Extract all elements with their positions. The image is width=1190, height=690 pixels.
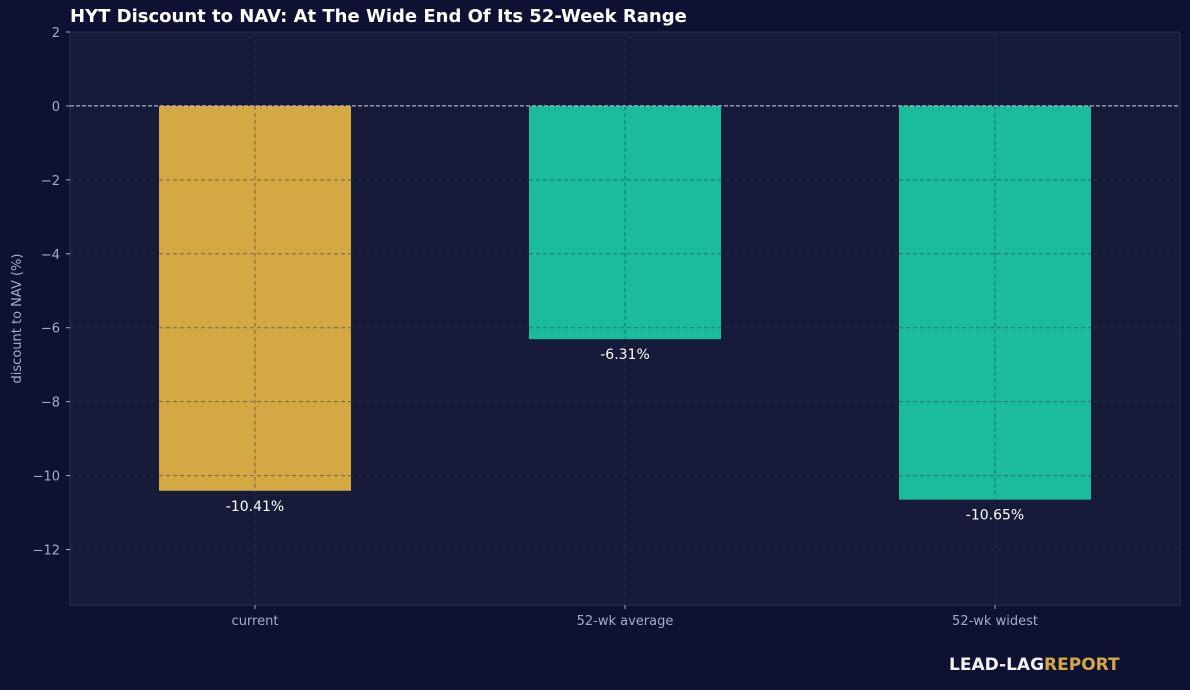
y-tick-label: −12 bbox=[33, 544, 60, 559]
brand-watermark: LEAD-LAGREPORT bbox=[949, 655, 1120, 675]
chart-title: HYT Discount to NAV: At The Wide End Of … bbox=[70, 6, 687, 27]
watermark-report: REPORT bbox=[1044, 655, 1120, 675]
y-tick-label: −4 bbox=[41, 248, 60, 263]
data-label: -6.31% bbox=[600, 347, 650, 363]
y-tick-label: −10 bbox=[33, 470, 60, 485]
x-tick-label: current bbox=[232, 614, 279, 629]
y-tick-label: 2 bbox=[52, 26, 60, 41]
watermark-lead-lag: LEAD-LAG bbox=[949, 655, 1045, 675]
y-tick-label: −6 bbox=[41, 322, 60, 337]
y-tick-label: −2 bbox=[41, 174, 60, 189]
data-label: -10.65% bbox=[966, 508, 1024, 524]
y-tick-label: −8 bbox=[41, 396, 60, 411]
x-tick-label: 52-wk widest bbox=[952, 614, 1038, 629]
y-axis-label: discount to NAV (%) bbox=[10, 254, 25, 384]
data-label: -10.41% bbox=[226, 499, 284, 515]
y-tick-label: 0 bbox=[52, 100, 60, 115]
x-tick-label: 52-wk average bbox=[577, 614, 674, 629]
